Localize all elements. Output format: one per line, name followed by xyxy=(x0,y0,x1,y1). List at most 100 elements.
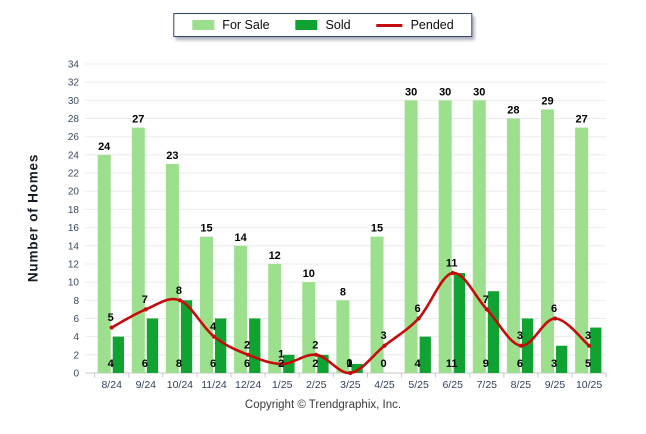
pended-value-label: 11 xyxy=(446,258,458,270)
sold-bar xyxy=(521,318,534,373)
y-axis-tick-label: 32 xyxy=(68,78,80,89)
pended-value-label: 4 xyxy=(210,321,217,333)
y-axis-tick-label: 0 xyxy=(73,369,79,380)
legend-item-for-sale: For Sale xyxy=(192,18,270,32)
sold-bar xyxy=(351,363,363,373)
for-sale-bar xyxy=(200,236,213,373)
sold-value-label: 4 xyxy=(108,358,115,370)
pended-value-label: 2 xyxy=(244,339,250,351)
sold-bar xyxy=(249,318,261,373)
x-axis-tick-label: 9/24 xyxy=(136,379,157,391)
pended-value-label: 3 xyxy=(585,330,591,342)
for-sale-value-label: 24 xyxy=(98,141,111,153)
for-sale-bar xyxy=(97,154,111,373)
pended-value-label: 2 xyxy=(312,339,318,351)
y-axis-tick-label: 18 xyxy=(68,205,80,216)
y-axis-tick-label: 6 xyxy=(73,314,79,325)
for-sale-bar xyxy=(472,100,486,374)
pended-point xyxy=(552,316,558,321)
x-axis-tick-label: 6/25 xyxy=(442,379,463,391)
pended-point xyxy=(280,361,285,367)
for-sale-value-label: 29 xyxy=(541,95,553,107)
for-sale-bar xyxy=(234,245,248,373)
for-sale-bar xyxy=(268,263,282,373)
sold-value-label: 5 xyxy=(585,358,591,370)
sold-bar xyxy=(215,318,227,373)
pended-point xyxy=(211,334,217,339)
pended-value-label: 8 xyxy=(176,285,182,297)
pended-value-label: 3 xyxy=(517,330,523,342)
sold-value-label: 8 xyxy=(176,358,182,370)
y-axis-tick-label: 16 xyxy=(68,223,80,234)
for-sale-value-label: 27 xyxy=(575,114,587,126)
sold-value-label: 11 xyxy=(446,358,458,370)
y-axis-tick-label: 28 xyxy=(68,114,80,125)
y-axis-tick-label: 4 xyxy=(73,332,79,343)
legend-item-pended: Pended xyxy=(376,18,454,32)
for-sale-bar xyxy=(506,118,520,373)
sold-value-label: 4 xyxy=(415,358,422,370)
x-axis-tick-label: 8/25 xyxy=(511,379,532,391)
legend-label-sold: Sold xyxy=(325,18,351,32)
sold-value-label: 1 xyxy=(346,358,352,370)
pended-value-label: 7 xyxy=(142,294,148,306)
for-sale-value-label: 8 xyxy=(340,286,346,298)
pended-value-label: 1 xyxy=(278,348,284,360)
for-sale-bar xyxy=(541,109,554,374)
pended-point xyxy=(484,307,489,312)
sold-value-label: 3 xyxy=(551,358,557,370)
y-axis-tick-label: 2 xyxy=(73,350,79,361)
sold-bar xyxy=(453,273,465,373)
y-axis-tick-label: 14 xyxy=(68,241,80,252)
for-sale-value-label: 23 xyxy=(166,150,178,162)
for-sale-value-label: 28 xyxy=(507,105,519,117)
pended-point xyxy=(416,316,421,321)
legend-item-sold: Sold xyxy=(295,18,351,32)
sold-value-label: 2 xyxy=(278,358,284,370)
x-axis-tick-label: 10/25 xyxy=(576,379,602,391)
sold-bar xyxy=(590,327,602,373)
y-axis-tick-label: 24 xyxy=(68,150,80,161)
for-sale-value-label: 10 xyxy=(303,268,315,280)
x-axis-tick-label: 12/24 xyxy=(235,379,261,391)
sold-bar xyxy=(487,291,500,373)
for-sale-value-label: 30 xyxy=(405,86,417,98)
pended-value-label: 6 xyxy=(415,303,421,315)
y-axis-tick-label: 22 xyxy=(68,169,80,180)
legend-label-for-sale: For Sale xyxy=(222,18,270,32)
pended-line-swatch-icon xyxy=(376,23,403,27)
pended-point xyxy=(109,325,114,330)
y-axis-tick-label: 20 xyxy=(68,187,80,198)
x-axis-tick-label: 8/24 xyxy=(101,379,122,391)
for-sale-bar xyxy=(575,127,589,373)
sold-bar xyxy=(317,354,329,373)
sold-bar xyxy=(419,336,431,373)
sold-value-label: 2 xyxy=(312,358,318,370)
y-axis-tick-label: 26 xyxy=(68,132,80,143)
pended-value-label: 7 xyxy=(483,294,489,306)
sold-value-label: 6 xyxy=(517,358,523,370)
sold-value-label: 6 xyxy=(244,358,250,370)
sold-value-label: 6 xyxy=(210,358,216,370)
sold-bar xyxy=(146,318,159,373)
y-axis-tick-label: 34 xyxy=(68,60,80,71)
pended-point xyxy=(143,307,148,312)
for-sale-bar xyxy=(302,282,316,373)
for-sale-value-label: 27 xyxy=(132,114,144,126)
sold-value-label: 9 xyxy=(483,358,489,370)
for-sale-swatch-icon xyxy=(192,20,215,30)
x-axis-tick-label: 4/25 xyxy=(374,379,395,391)
x-axis-tick-label: 10/24 xyxy=(167,379,193,391)
x-axis-tick-label: 5/25 xyxy=(408,379,429,391)
pended-point xyxy=(587,343,592,348)
pended-point xyxy=(450,270,455,276)
x-axis-tick-label: 2/25 xyxy=(306,379,327,391)
x-axis-tick-label: 11/24 xyxy=(201,379,227,391)
pended-point xyxy=(246,352,251,357)
for-sale-value-label: 15 xyxy=(371,223,383,235)
y-axis-tick-label: 8 xyxy=(73,296,79,307)
for-sale-bar xyxy=(404,100,418,374)
for-sale-bar xyxy=(370,236,384,373)
pended-point xyxy=(177,298,182,303)
